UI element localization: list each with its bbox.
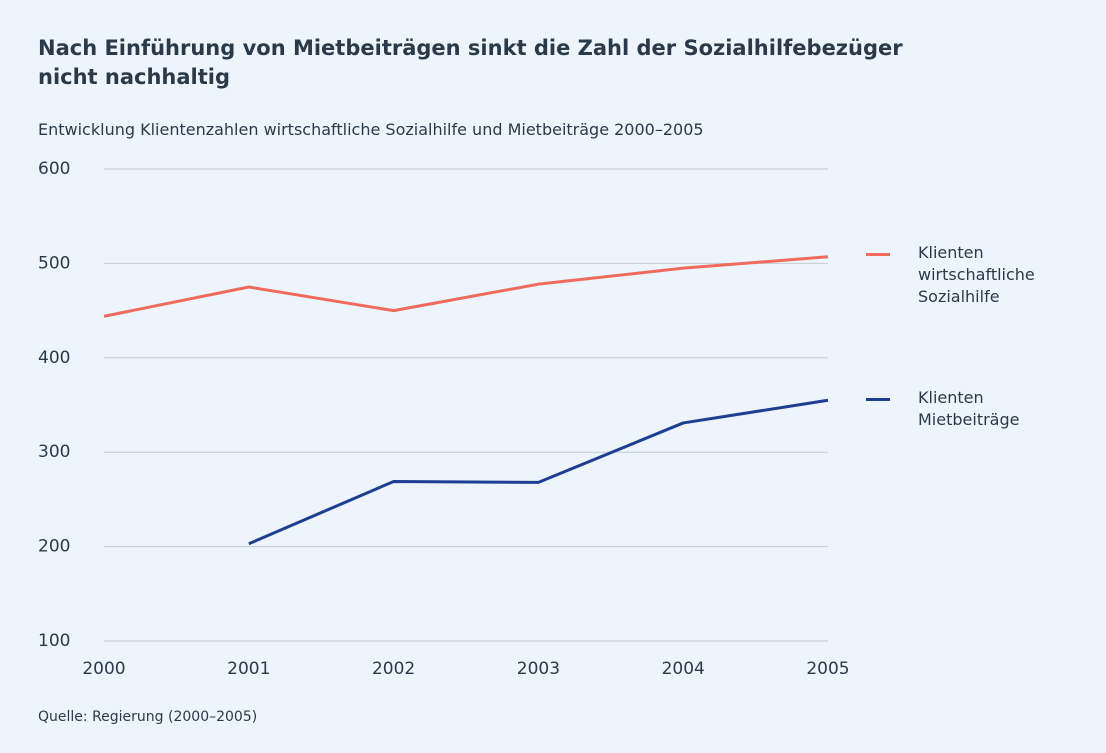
y-tick-label: 400 [38,348,70,368]
x-tick-label: 2003 [517,659,560,679]
y-tick-label: 200 [38,537,70,557]
x-tick-label: 2004 [662,659,705,679]
x-tick-label: 2005 [806,659,849,679]
series-line [248,398,829,546]
chart-title: Nach Einführung von Mietbeiträgen sinkt … [38,36,903,89]
y-tick-label: 600 [38,159,70,179]
x-tick-label: 2002 [372,659,415,679]
y-tick-label: 300 [38,442,70,462]
series-line [103,255,829,318]
x-tick-label: 2000 [82,659,125,679]
legend-item: Klienten wirtschaftliche Sozialhilfe [866,242,1066,308]
legend-swatch [866,253,890,256]
y-tick-label: 100 [38,631,70,651]
x-tick-label: 2001 [227,659,270,679]
source-note: Quelle: Regierung (2000–2005) [38,709,258,725]
legend-label: Klienten Mietbeiträge [918,388,1020,429]
y-tick-label: 500 [38,253,70,273]
legend-item: Klienten Mietbeiträge [866,387,1066,431]
legend-label: Klienten wirtschaftliche Sozialhilfe [918,243,1035,306]
legend-swatch [866,398,890,401]
chart-subtitle: Entwicklung Klientenzahlen wirtschaftlic… [38,120,704,139]
